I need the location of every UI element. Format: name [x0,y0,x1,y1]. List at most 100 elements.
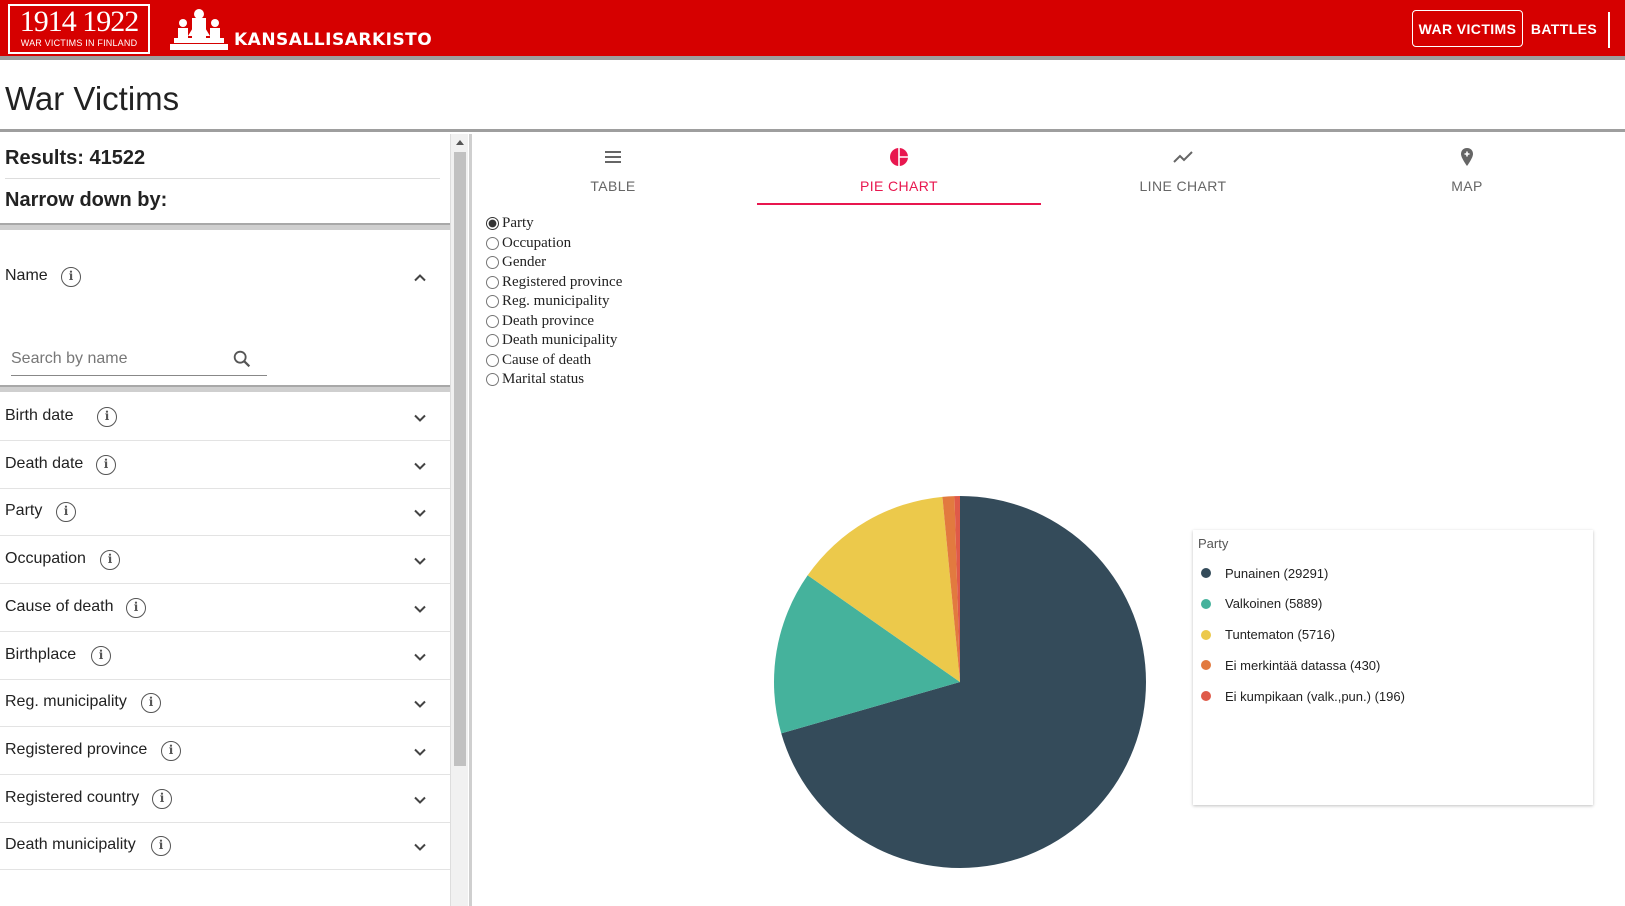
radio-button[interactable] [486,295,499,309]
radio-option-occupation[interactable]: Occupation [486,234,622,254]
tab-line-chart[interactable]: LINE CHART [1041,134,1325,206]
legend-item[interactable]: Valkoinen (5889) [1201,594,1322,614]
scroll-up-arrow-icon[interactable] [455,138,465,146]
tab-pie-chart-label: PIE CHART [859,178,939,194]
chevron-down-icon[interactable] [411,409,429,427]
radio-option-death-province[interactable]: Death province [486,312,622,332]
chevron-down-icon[interactable] [411,504,429,522]
chevron-down-icon[interactable] [411,838,429,856]
legend-label: Ei merkintää datassa (430) [1225,657,1381,673]
info-icon[interactable]: i [126,597,146,618]
facet-row-registered-country[interactable]: Registered country i [0,776,450,823]
narrow-down-heading: Narrow down by: [5,189,168,211]
facet-label: Birth date [5,407,74,424]
legend-label: Valkoinen (5889) [1225,596,1323,612]
pie-slice-3[interactable] [942,496,960,682]
legend-item[interactable]: Ei merkintää datassa (430) [1201,655,1380,675]
radio-button[interactable] [486,373,499,387]
radio-label: Registered province [502,273,623,290]
info-icon[interactable]: i [161,740,181,761]
radio-option-cause-of-death[interactable]: Cause of death [486,351,622,371]
legend-item[interactable]: Ei kumpikaan (valk.,pun.) (196) [1201,686,1405,706]
info-icon[interactable]: i [61,267,81,287]
search-icon[interactable] [231,348,253,370]
line-chart-icon [1173,151,1193,163]
chevron-down-icon[interactable] [411,457,429,475]
facet-row-occupation[interactable]: Occupation i [0,537,450,585]
results-count: Results: 41522 [5,147,146,169]
party-pie-chart [774,496,1146,868]
nav-war-victims-button[interactable]: WAR VICTIMS [1412,10,1523,47]
search-input[interactable] [11,344,231,374]
nav-battles-button[interactable]: BATTLES [1530,20,1598,37]
info-icon[interactable]: i [151,836,171,857]
facet-row-death-date[interactable]: Death date i [0,442,450,489]
tab-map[interactable]: MAP [1325,134,1609,206]
tab-table[interactable]: TABLE [471,134,755,206]
legend-dot [1201,691,1211,702]
radio-button[interactable] [486,256,499,270]
tab-pie-chart[interactable]: PIE CHART [757,134,1041,206]
legend-label: Punainen (29291) [1225,565,1329,581]
facet-row-cause-of-death[interactable]: Cause of death i [0,585,450,632]
info-icon[interactable]: i [100,550,120,571]
radio-button[interactable] [486,334,499,348]
info-icon[interactable]: i [56,502,76,523]
radio-option-registered-province[interactable]: Registered province [486,273,622,293]
kansallisarkisto-logo[interactable]: KANSALLISARKISTO [168,6,432,52]
map-pin-icon [1461,148,1473,166]
radio-label: Marital status [502,371,585,388]
name-search-field[interactable] [11,344,267,376]
facet-section-divider [0,223,450,230]
radio-button[interactable] [486,236,499,250]
facet-row-party[interactable]: Party i [0,489,450,537]
radio-label: Gender [502,254,547,271]
chevron-down-icon[interactable] [411,791,429,809]
radio-option-death-municipality[interactable]: Death municipality [486,331,622,351]
info-icon[interactable]: i [97,407,117,427]
legend-title: Party [1198,536,1229,551]
info-icon[interactable]: i [91,645,111,666]
legend-item[interactable]: Punainen (29291) [1201,563,1328,583]
facet-name-header[interactable]: Name i [0,262,450,292]
facet-scrollbar[interactable] [450,134,468,906]
facet-row-registered-province[interactable]: Registered province i [0,728,450,775]
pie-slice-1[interactable] [774,575,960,734]
grouping-radio-group: Party Occupation Gender Registered province… [486,214,622,390]
facet-row-birth-date[interactable]: Birth date i [0,394,450,441]
pie-slice-4[interactable] [954,496,960,682]
pie-slice-2[interactable] [807,496,960,682]
war-victims-logo[interactable]: 1914 1922 WAR VICTIMS IN FINLAND [8,4,150,54]
radio-button[interactable] [486,314,499,328]
tab-line-chart-label: LINE CHART [1139,178,1227,194]
facet-row-reg-municipality[interactable]: Reg. municipality i [0,680,450,728]
facet-label: Party [5,502,43,520]
tab-table-label: TABLE [590,178,636,194]
info-icon[interactable]: i [152,788,172,809]
legend-item[interactable]: Tuntematon (5716) [1201,625,1335,645]
chevron-down-icon[interactable] [411,695,429,713]
chevron-down-icon[interactable] [411,648,429,666]
radio-button[interactable] [486,217,499,231]
radio-option-gender[interactable]: Gender [486,253,622,273]
radio-option-reg-municipality[interactable]: Reg. municipality [486,292,622,312]
pie-slice-0[interactable] [781,496,1146,868]
radio-button[interactable] [486,275,499,289]
info-icon[interactable]: i [96,454,116,475]
chevron-down-icon[interactable] [411,743,429,761]
nav-divider [1608,12,1610,48]
facet-row-birthplace[interactable]: Birthplace i [0,633,450,680]
chevron-down-icon[interactable] [411,600,429,618]
radio-option-marital-status[interactable]: Marital status [486,370,622,390]
legend-dot [1201,660,1211,671]
chevron-up-icon[interactable] [411,269,429,287]
scroll-thumb[interactable] [454,152,466,766]
radio-button[interactable] [486,353,499,367]
chevron-down-icon[interactable] [411,552,429,570]
radio-option-party[interactable]: Party [486,214,622,234]
facet-section-divider [0,385,450,392]
radio-label: Reg. municipality [502,293,610,310]
facet-row-death-municipality[interactable]: Death municipality i [0,823,450,871]
info-icon[interactable]: i [141,693,161,714]
list-icon [605,151,621,163]
